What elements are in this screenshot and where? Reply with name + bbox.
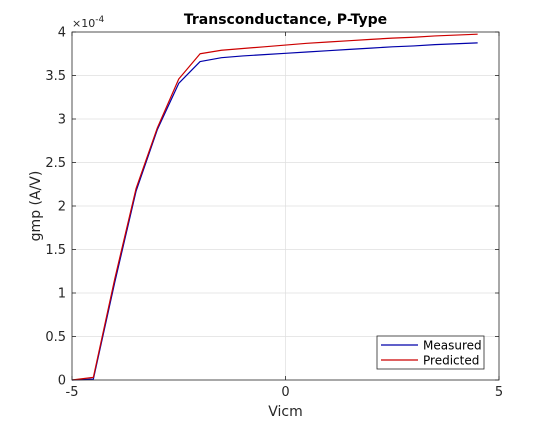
chart-title: Transconductance, P-Type xyxy=(184,12,387,28)
y-tick-label: 2.5 xyxy=(45,156,66,171)
legend-box xyxy=(376,335,485,370)
y-tick-label: 0.5 xyxy=(45,330,66,345)
tick-labels: -5 0 500.511.522.533.54 xyxy=(45,26,503,401)
x-axis-label: Vicm xyxy=(268,404,303,420)
y-tick-label: 3.5 xyxy=(45,69,66,84)
y-axis-exponent: ×10-4 xyxy=(72,15,104,30)
y-tick-label: 3 xyxy=(58,113,66,128)
y-tick-label: 2 xyxy=(58,200,66,215)
series-line-predicted xyxy=(71,33,478,381)
legend-label-measured: Measured xyxy=(423,339,482,353)
y-tick-label: 4 xyxy=(58,26,66,41)
series-line-measured xyxy=(71,42,478,381)
y-tick-label: 1.5 xyxy=(45,243,66,258)
exponent-power: -4 xyxy=(95,15,104,25)
exponent-base: ×10 xyxy=(72,17,95,30)
legend: Measured Predicted xyxy=(376,335,485,370)
x-tick-label: 5 xyxy=(495,385,503,400)
grid-lines xyxy=(72,32,499,380)
x-tick-label: -5 xyxy=(66,385,79,400)
tick-marks xyxy=(71,31,500,381)
x-tick-label: 0 xyxy=(281,385,289,400)
y-axis-label: gmp (A/V) xyxy=(28,171,44,242)
y-tick-label: 1 xyxy=(58,287,66,302)
series-lines xyxy=(71,33,478,381)
y-tick-label: 0 xyxy=(58,374,66,389)
svg-text:×10-4: ×10-4 xyxy=(72,15,104,30)
legend-label-predicted: Predicted xyxy=(423,354,479,368)
